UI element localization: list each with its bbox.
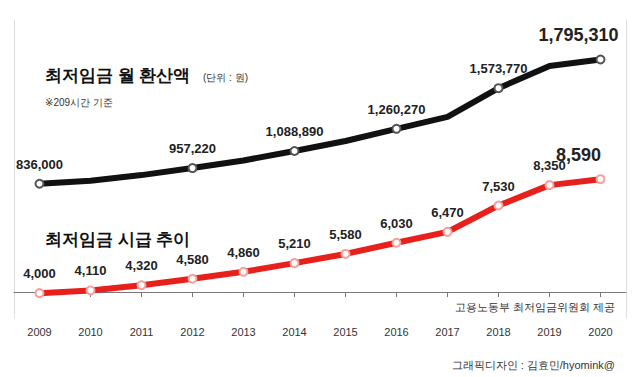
svg-text:2014: 2014 <box>282 326 306 338</box>
svg-text:최저임금 월 환산액: 최저임금 월 환산액 <box>45 66 190 85</box>
svg-text:2012: 2012 <box>180 326 204 338</box>
svg-text:6,030: 6,030 <box>380 216 413 231</box>
svg-text:957,220: 957,220 <box>169 141 216 156</box>
svg-text:(단위 : 원): (단위 : 원) <box>203 72 248 83</box>
svg-text:2010: 2010 <box>78 326 102 338</box>
svg-text:4,320: 4,320 <box>125 258 158 273</box>
svg-text:고용노동부 최저임금위원회 제공: 고용노동부 최저임금위원회 제공 <box>455 301 615 313</box>
svg-text:1,260,270: 1,260,270 <box>368 102 426 117</box>
svg-text:2009: 2009 <box>27 326 51 338</box>
svg-text:1,795,310: 1,795,310 <box>538 25 618 45</box>
svg-text:4,110: 4,110 <box>75 263 107 278</box>
svg-text:2016: 2016 <box>384 326 408 338</box>
svg-text:※209시간 기준: ※209시간 기준 <box>45 97 113 108</box>
svg-text:4,000: 4,000 <box>23 266 56 281</box>
svg-text:그래픽디자인 : 김효민/hyomink@: 그래픽디자인 : 김효민/hyomink@ <box>452 359 615 371</box>
svg-text:6,470: 6,470 <box>431 205 464 220</box>
svg-text:2011: 2011 <box>130 326 154 338</box>
svg-text:5,210: 5,210 <box>278 236 311 251</box>
svg-text:836,000: 836,000 <box>16 157 63 172</box>
svg-text:2015: 2015 <box>333 326 357 338</box>
svg-text:최저임금 시급 추이: 최저임금 시급 추이 <box>45 230 190 249</box>
svg-text:2019: 2019 <box>537 326 561 338</box>
svg-text:7,530: 7,530 <box>482 179 515 194</box>
svg-text:4,580: 4,580 <box>176 252 209 267</box>
svg-text:2020: 2020 <box>588 326 612 338</box>
svg-text:2018: 2018 <box>486 326 510 338</box>
svg-text:8,590: 8,590 <box>556 145 601 165</box>
svg-text:5,580: 5,580 <box>329 227 362 242</box>
svg-text:2017: 2017 <box>435 326 459 338</box>
svg-text:2013: 2013 <box>231 326 255 338</box>
svg-text:1,088,890: 1,088,890 <box>266 124 324 139</box>
svg-text:8,350: 8,350 <box>533 158 566 174</box>
svg-text:1,573,770: 1,573,770 <box>470 61 528 76</box>
svg-text:4,860: 4,860 <box>227 245 260 260</box>
